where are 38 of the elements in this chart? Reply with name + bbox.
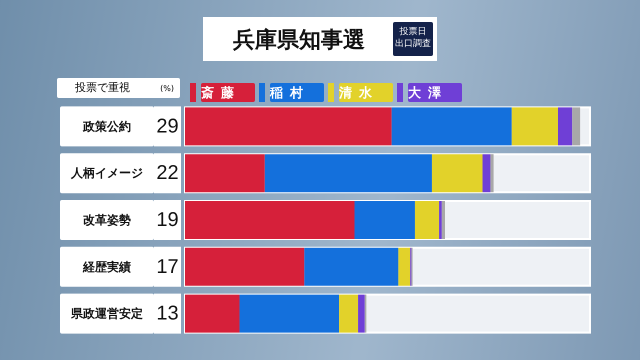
bar [442,201,445,239]
bar [490,154,494,192]
legend-label: 大 澤 [408,85,442,100]
legend-label: 稲 村 [269,85,304,100]
bar [432,154,483,192]
y-tick-label: 改革姿勢 [83,213,131,227]
bar [185,294,240,333]
bar [398,248,410,286]
text: 19 [156,209,179,231]
bar [482,154,490,192]
text: 出口調査 [395,39,431,49]
bar [304,248,398,286]
legend-label: 斎 藤 [201,85,236,100]
y-axis-title: 投票で重視 [75,80,130,96]
bar [185,248,304,286]
bar [558,107,572,146]
bar [414,201,440,239]
bar [392,107,512,146]
bar [240,294,340,333]
chart-title: 兵庫県知事選 [233,26,365,55]
chart-subtitle: 投票日 [400,27,426,37]
y-tick-label: 経歴実績 [82,260,131,274]
bar [512,107,558,146]
bar [358,294,365,333]
bar [354,201,415,239]
text: 13 [156,302,179,325]
text: 29 [156,115,179,138]
bar [439,201,442,239]
y-tick-label: 政策公約 [82,119,131,134]
y-tick-label: 人柄イメージ [70,166,143,180]
text: 17 [156,256,179,278]
text: (%) [160,83,174,95]
bar [339,294,358,333]
legend-label: 清 水 [338,85,374,100]
bar [572,107,580,146]
bar [185,154,265,192]
text: 22 [156,162,179,184]
y-tick-label: 県政運営安定 [70,306,143,321]
